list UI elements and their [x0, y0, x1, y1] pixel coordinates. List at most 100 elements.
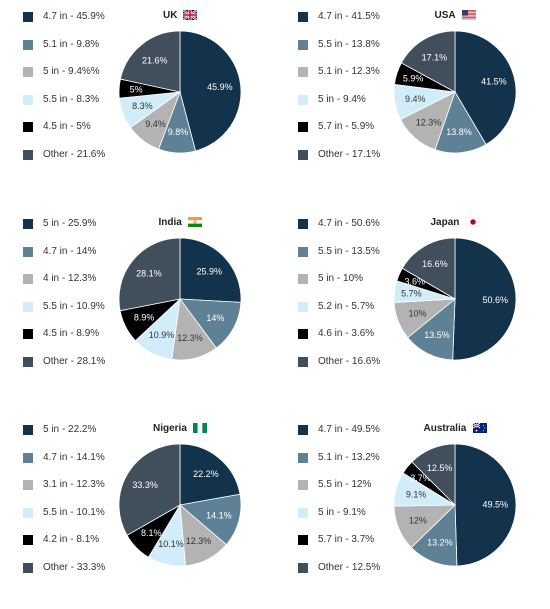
usa-chart-panel: 4.7 in - 41.5% 5.5 in - 13.8% 5.1 in - 12.… [275, 0, 550, 196]
legend-swatch [298, 246, 308, 257]
slice-value-label: 10.9% [149, 330, 175, 340]
india-pie: 25.9% 14%12.3%10.9% 8.9% 28.1% [118, 237, 242, 361]
slice-value-label: 28.1% [136, 268, 162, 278]
slice-value-label: 14.1% [206, 511, 232, 521]
legend-label: 3.1 in - 12.3% [43, 479, 105, 490]
pie-slice-4-7-in [179, 298, 242, 349]
legend-label: 5 in - 10% [318, 273, 364, 284]
legend-label: Other - 16.6% [318, 355, 381, 367]
slice-value-label: 25.9% [196, 266, 222, 276]
slice-value-label: 49.5% [482, 499, 508, 509]
legend-swatch [298, 39, 308, 50]
uk-chart-panel: 4.7 in - 45.9% 5.1 in - 9.8% 5 in - 9.4%% 5… [0, 0, 275, 196]
legend-label: 4.6 in - 3.6% [318, 328, 375, 339]
chart-title: India [158, 217, 182, 228]
japan-flag-icon [465, 217, 480, 227]
chart-title: Japan [430, 217, 460, 228]
pie-slice-other [401, 237, 456, 300]
pie-slice-5-in [179, 443, 241, 506]
slice-value-label: 13.5% [424, 330, 450, 340]
legend-label: Other - 28.1% [43, 355, 106, 367]
legend-label: 5.5 in - 10.9% [43, 300, 105, 312]
chart-title: Australia [423, 423, 467, 434]
legend-label: 5 in - 25.9% [43, 218, 97, 229]
nigeria-chart-panel: 5 in - 22.2% 4.7 in - 14.1% 3.1 in - 12.3%… [0, 413, 275, 609]
pie-slice-4-7-in [179, 493, 242, 546]
chart-title: Nigeria [153, 423, 187, 434]
legend-swatch [298, 94, 308, 105]
legend-swatch [23, 480, 33, 490]
slice-value-label: 33.3% [132, 480, 158, 490]
legend-swatch [298, 12, 308, 22]
legend-swatch [298, 480, 308, 490]
slice-value-label: 12.3% [186, 536, 212, 546]
legend-label: 5 in - 9.4%% [43, 66, 100, 77]
legend-swatch [23, 301, 33, 312]
legend-swatch [298, 274, 308, 284]
legend-label: 4.7 in - 14% [43, 245, 97, 257]
slice-value-label: 3.7% [410, 473, 431, 483]
legend-label: 5.5 in - 13.8% [318, 38, 380, 50]
usa-pie: 41.5% 13.8% 12.3% 9.4% 5.9% 17.1% [393, 30, 517, 154]
legend-label: 4.7 in - 14.1% [43, 451, 105, 463]
slice-value-label: 21.6% [142, 56, 168, 66]
legend-swatch [298, 329, 308, 339]
slice-value-label: 8.1% [141, 528, 162, 538]
slice-value-label: 13.2% [427, 537, 453, 547]
australia-chart-panel: 4.7 in - 49.5% 5.1 in - 13.2% 5.5 in - 12%… [275, 413, 550, 609]
slice-value-label: 12% [409, 516, 427, 526]
pie-slice-4-7-in [452, 237, 517, 361]
legend-label: Other - 17.1% [318, 148, 381, 160]
legend-swatch [298, 535, 308, 545]
legend-label: 5.5 in - 10.1% [43, 506, 105, 518]
slice-value-label: 10% [408, 309, 426, 319]
legend-swatch [23, 122, 33, 132]
nigeria-pie: 22.2% 14.1% 12.3%10.1%8.1% 33.3% [118, 443, 242, 567]
japan-pie: 50.6% 13.5% 10% 5.7% 3.6% 16.6% [393, 237, 517, 361]
uk-pie: 45.9% 9.8%9.4% 8.3% 5% 21.6% [118, 30, 242, 154]
legend-swatch [298, 219, 308, 229]
slice-value-label: 9.1% [406, 489, 427, 499]
slice-value-label: 5% [130, 85, 143, 95]
nigeria-flag-icon [193, 423, 207, 433]
legend-swatch [23, 274, 33, 284]
slice-value-label: 12.3% [416, 117, 442, 127]
pie-slice-5-5-in [434, 91, 487, 154]
legend-label: Other - 21.6% [43, 148, 106, 160]
legend-swatch [23, 94, 33, 105]
legend-swatch [23, 12, 33, 22]
slice-value-label: 50.6% [482, 295, 508, 305]
legend-swatch [23, 425, 33, 435]
legend-label: 5.1 in - 12.3% [318, 66, 380, 77]
pie-slice-other [400, 30, 456, 93]
pie-slice-4-7-in [179, 30, 242, 152]
legend-swatch [23, 356, 33, 367]
pie-chart-grid: 4.7 in - 45.9% 5.1 in - 9.8% 5 in - 9.4%% 5… [0, 0, 550, 573]
legend-swatch [298, 562, 308, 573]
uk-flag-icon [183, 10, 197, 20]
legend-swatch [23, 39, 33, 50]
legend-label: Other - 12.5% [318, 561, 381, 573]
pie-slice-other [118, 237, 181, 312]
legend-label: 5.1 in - 9.8% [43, 38, 100, 50]
legend-swatch [298, 452, 308, 463]
slice-value-label: 9.4% [145, 119, 166, 129]
slice-value-label: 5.7% [401, 289, 422, 299]
legend-label: 5.1 in - 13.2% [318, 451, 380, 463]
legend-label: 4.7 in - 45.9% [43, 11, 105, 22]
legend-swatch [23, 507, 33, 518]
usa-flag-icon [461, 10, 476, 20]
legend-label: 4.5 in - 5% [43, 121, 91, 132]
chart-title: UK [163, 10, 178, 21]
slice-value-label: 41.5% [481, 76, 507, 86]
legend-swatch [23, 562, 33, 573]
slice-value-label: 8.9% [134, 312, 155, 322]
slice-value-label: 17.1% [422, 52, 448, 62]
legend-label: 5 in - 9.1% [318, 506, 366, 518]
slice-value-label: 9.4% [405, 94, 426, 104]
slice-value-label: 13.8% [446, 127, 472, 137]
australia-pie: 49.5% 13.2% 12% 9.1% 3.7%12.5% [393, 443, 517, 567]
legend-swatch [298, 67, 308, 77]
slice-value-label: 10.1% [158, 539, 184, 549]
legend-swatch [23, 535, 33, 545]
